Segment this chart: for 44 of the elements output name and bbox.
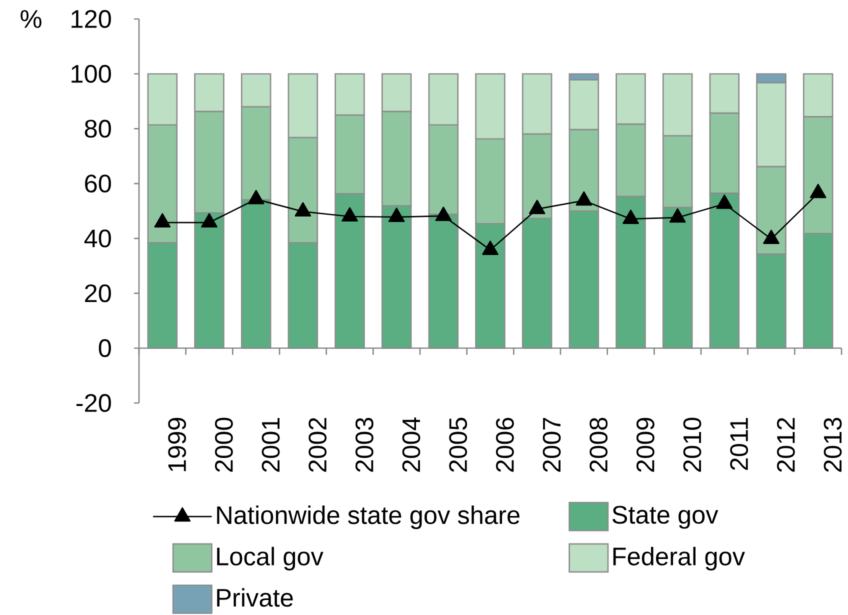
y-tick-label: 60 [85, 174, 111, 193]
legend-label: State gov [612, 506, 718, 529]
legend-label: Private [217, 588, 293, 607]
legend-label: Nationwide state gov share [217, 506, 520, 530]
point [342, 207, 358, 222]
y-tick-label: -20 [76, 394, 111, 412]
x-tick-label: 2010 [683, 418, 702, 472]
point [763, 230, 780, 244]
x-tick-label: 1999 [168, 418, 186, 472]
point [622, 210, 639, 224]
y-tick-label: 0 [98, 339, 111, 358]
y-tick-label: 120 [72, 10, 111, 28]
x-tick-label: 2005 [449, 418, 468, 472]
point [154, 213, 171, 228]
x-tick-label: 2006 [496, 418, 514, 472]
y-tick-label: 40 [84, 229, 111, 248]
point [810, 184, 826, 198]
point [435, 206, 452, 221]
point [482, 240, 498, 255]
x-tick-label: 2004 [402, 417, 420, 472]
x-tick-label: 2007 [542, 418, 561, 472]
x-tick-label: 2001 [262, 418, 280, 472]
point [201, 213, 218, 228]
x-tick-label: 2003 [355, 418, 374, 472]
point [294, 202, 312, 217]
y-tick-label: 20 [85, 284, 111, 302]
x-tick-label: 2002 [308, 418, 327, 472]
legend-label: Federal gov [613, 546, 745, 570]
x-tick-label: 2011 [730, 418, 748, 470]
y-tick-label: 100 [72, 64, 111, 83]
legend-label: Local gov [217, 546, 324, 570]
x-tick-label: 2000 [214, 418, 233, 472]
point [576, 191, 592, 206]
x-tick-label: 2008 [590, 418, 608, 472]
point [528, 200, 546, 214]
point [669, 208, 686, 223]
y-tick-label: 80 [84, 120, 111, 138]
x-tick-label: 2012 [776, 418, 795, 472]
y-axis-title: % [20, 10, 42, 28]
point [388, 208, 405, 222]
point [248, 190, 264, 204]
x-tick-label: 2009 [636, 418, 654, 472]
point [716, 194, 733, 209]
x-tick-label: 2013 [824, 418, 842, 472]
